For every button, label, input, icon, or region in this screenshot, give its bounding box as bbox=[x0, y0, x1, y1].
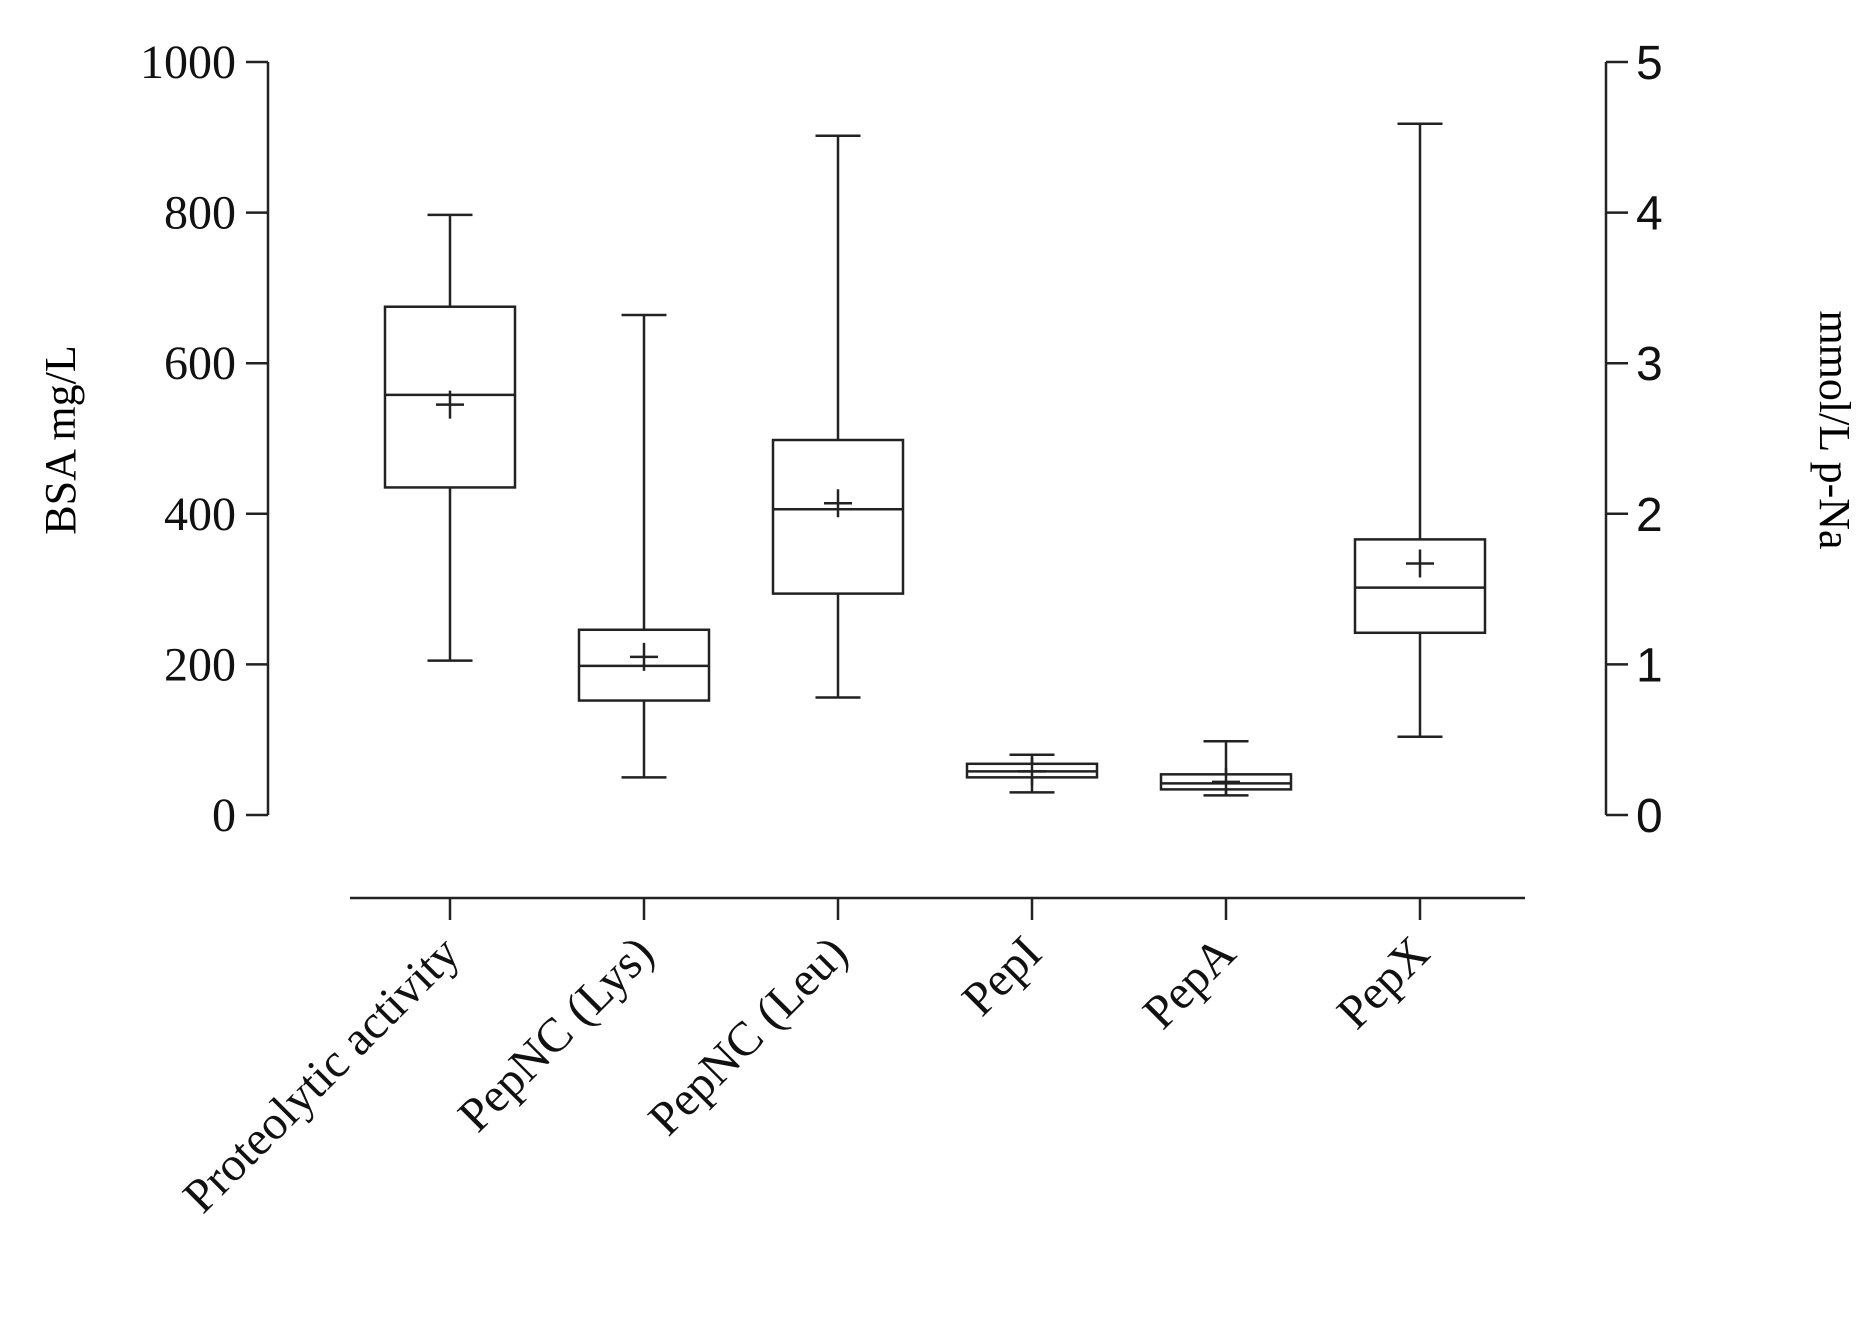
x-tick-label: Proteolytic activity bbox=[173, 926, 470, 1223]
right-tick-label: 4 bbox=[1636, 188, 1663, 241]
left-tick-label: 200 bbox=[164, 638, 236, 691]
box-pepnc-lys bbox=[577, 313, 711, 779]
left-tick-label: 0 bbox=[212, 789, 236, 842]
x-tick-label: PepA bbox=[1133, 926, 1246, 1039]
x-tick-label: PepNC (Lys) bbox=[448, 926, 664, 1142]
box-pepa bbox=[1159, 739, 1293, 797]
left-tick-label: 400 bbox=[164, 488, 236, 541]
right-tick-label: 1 bbox=[1636, 639, 1663, 692]
left-axis: 0 200 400 600 800 1000 bbox=[140, 36, 270, 842]
left-tick-label: 800 bbox=[164, 187, 236, 240]
x-tick-label: PepNC (Leu) bbox=[638, 926, 857, 1145]
x-tick-label: PepI bbox=[952, 926, 1052, 1026]
left-axis-label: BSA mg/L bbox=[36, 345, 85, 535]
right-axis: 0 1 2 3 4 5 bbox=[1604, 37, 1663, 843]
box-proteolytic-activity bbox=[383, 213, 517, 662]
box-pepi bbox=[965, 753, 1099, 794]
right-axis-label: mmol/L p-Na bbox=[1810, 310, 1859, 549]
left-tick-label: 600 bbox=[164, 337, 236, 390]
right-tick-label: 5 bbox=[1636, 37, 1663, 90]
box-pepnc-leu bbox=[771, 134, 905, 699]
right-tick-label: 0 bbox=[1636, 790, 1663, 843]
x-tick-label: PepX bbox=[1327, 926, 1440, 1039]
left-tick-label: 1000 bbox=[140, 36, 236, 89]
box-series bbox=[383, 122, 1487, 797]
box-pepx bbox=[1353, 122, 1487, 738]
right-tick-label: 2 bbox=[1636, 489, 1663, 542]
right-tick-label: 3 bbox=[1636, 338, 1663, 391]
